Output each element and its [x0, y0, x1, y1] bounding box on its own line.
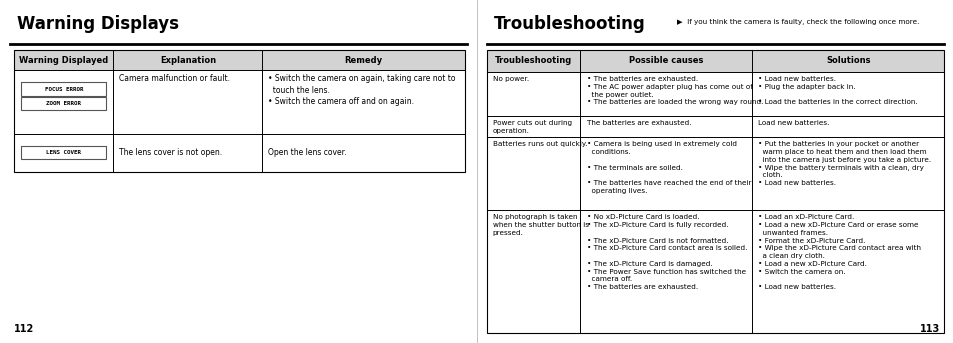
- Text: FOCUS ERROR: FOCUS ERROR: [45, 86, 83, 92]
- Text: Possible causes: Possible causes: [628, 56, 702, 66]
- Text: • Put the batteries in your pocket or another
  warm place to heat them and then: • Put the batteries in your pocket or an…: [758, 141, 930, 186]
- Text: Explanation: Explanation: [159, 56, 215, 64]
- Text: Open the lens cover.: Open the lens cover.: [268, 148, 346, 157]
- Text: Troubleshooting: Troubleshooting: [495, 56, 572, 66]
- Text: Camera malfunction or fault.: Camera malfunction or fault.: [119, 74, 230, 83]
- Bar: [14, 50, 464, 172]
- Text: Solutions: Solutions: [825, 56, 870, 66]
- Text: The lens cover is not open.: The lens cover is not open.: [119, 148, 222, 157]
- Bar: [486, 50, 943, 333]
- Text: • Switch the camera on again, taking care not to
  touch the lens.
• Switch the : • Switch the camera on again, taking car…: [268, 74, 455, 106]
- Text: • The batteries are exhausted.
• The AC power adapter plug has come out of
  the: • The batteries are exhausted. • The AC …: [586, 76, 762, 105]
- Bar: [486, 50, 943, 72]
- Bar: [14, 50, 464, 70]
- Text: Warning Displayed: Warning Displayed: [19, 56, 109, 64]
- Text: Remedy: Remedy: [344, 56, 382, 64]
- Text: • Load an xD-Picture Card.
• Load a new xD-Picture Card or erase some
  unwanted: • Load an xD-Picture Card. • Load a new …: [758, 214, 921, 290]
- Bar: [21, 82, 106, 95]
- Text: LENS COVER: LENS COVER: [47, 150, 81, 155]
- Text: ▶  If you think the camera is faulty, check the following once more.: ▶ If you think the camera is faulty, che…: [677, 19, 919, 25]
- Text: Power cuts out during
operation.: Power cuts out during operation.: [492, 120, 571, 134]
- Bar: [21, 97, 106, 110]
- Text: The batteries are exhausted.: The batteries are exhausted.: [586, 120, 690, 127]
- Text: • Load new batteries.
• Plug the adapter back in.

• Load the batteries in the c: • Load new batteries. • Plug the adapter…: [758, 76, 917, 105]
- Text: No power.: No power.: [492, 76, 528, 82]
- Text: ZOOM ERROR: ZOOM ERROR: [47, 101, 81, 106]
- Text: 112: 112: [14, 324, 34, 334]
- Text: Load new batteries.: Load new batteries.: [758, 120, 829, 127]
- Text: • No xD-Picture Card is loaded.
• The xD-Picture Card is fully recorded.

• The : • No xD-Picture Card is loaded. • The xD…: [586, 214, 746, 290]
- Text: 113: 113: [919, 324, 939, 334]
- Text: • Camera is being used in extremely cold
  conditions.

• The terminals are soil: • Camera is being used in extremely cold…: [586, 141, 750, 194]
- Text: Troubleshooting: Troubleshooting: [494, 15, 645, 33]
- Text: No photograph is taken
when the shutter button is
pressed.: No photograph is taken when the shutter …: [492, 214, 588, 236]
- Bar: [21, 146, 106, 159]
- Text: Batteries runs out quickly.: Batteries runs out quickly.: [492, 141, 586, 147]
- Text: Warning Displays: Warning Displays: [17, 15, 178, 33]
